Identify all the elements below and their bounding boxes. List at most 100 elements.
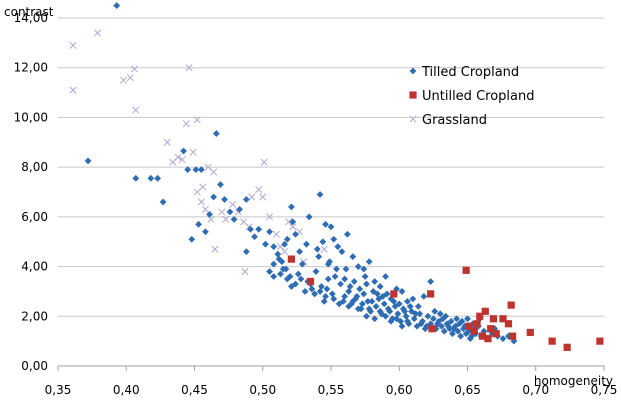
data-point bbox=[201, 205, 209, 213]
y-tick-label: 8,00 bbox=[21, 160, 48, 174]
data-point bbox=[365, 258, 373, 265]
data-point bbox=[294, 270, 302, 278]
y-tick-label: 2,00 bbox=[21, 309, 48, 323]
data-point bbox=[197, 166, 205, 174]
data-point bbox=[315, 253, 323, 261]
data-point bbox=[210, 193, 218, 201]
data-point bbox=[379, 293, 387, 300]
data-point bbox=[189, 148, 197, 156]
data-point bbox=[206, 210, 213, 218]
x-tick-label: 0,55 bbox=[318, 383, 345, 397]
data-point bbox=[358, 300, 366, 308]
data-point bbox=[199, 183, 207, 191]
data-point bbox=[465, 322, 473, 330]
data-point bbox=[431, 307, 439, 315]
data-point bbox=[429, 315, 437, 323]
data-point bbox=[207, 215, 215, 223]
data-point bbox=[229, 200, 237, 208]
data-point bbox=[270, 273, 278, 280]
legend-label: Tilled Cropland bbox=[421, 65, 519, 80]
data-point bbox=[382, 312, 389, 320]
data-point bbox=[286, 273, 294, 280]
data-point bbox=[398, 288, 406, 295]
y-tick-label: 0,00 bbox=[21, 359, 48, 373]
data-point bbox=[318, 283, 325, 290]
data-point bbox=[270, 243, 278, 251]
data-point bbox=[394, 310, 402, 318]
data-point bbox=[337, 280, 344, 288]
data-point bbox=[374, 290, 381, 298]
x-tick-label: 0,45 bbox=[181, 383, 208, 397]
data-point bbox=[217, 181, 224, 188]
data-point bbox=[296, 248, 304, 256]
data-marks bbox=[69, 2, 604, 351]
data-point bbox=[499, 335, 507, 343]
data-point bbox=[343, 230, 351, 238]
data-point bbox=[334, 243, 342, 251]
data-point bbox=[487, 325, 495, 333]
data-point bbox=[369, 288, 377, 295]
data-point bbox=[328, 290, 336, 298]
data-point bbox=[345, 302, 353, 310]
data-point bbox=[192, 166, 200, 174]
data-point bbox=[316, 288, 324, 295]
data-point bbox=[285, 218, 293, 226]
data-point bbox=[324, 260, 332, 268]
data-point bbox=[312, 268, 320, 275]
data-point bbox=[390, 297, 398, 305]
data-point bbox=[323, 285, 331, 293]
data-point bbox=[390, 290, 398, 298]
x-tick-label: 0,70 bbox=[522, 383, 549, 397]
data-point bbox=[331, 273, 339, 280]
data-point bbox=[289, 218, 297, 226]
data-point bbox=[364, 297, 372, 305]
data-point bbox=[365, 305, 373, 313]
data-point bbox=[406, 302, 414, 310]
data-point bbox=[320, 245, 328, 253]
data-point bbox=[417, 320, 425, 328]
data-point bbox=[427, 290, 435, 298]
data-point bbox=[275, 255, 283, 263]
data-point bbox=[180, 147, 187, 155]
data-point bbox=[563, 343, 571, 351]
data-point bbox=[410, 315, 418, 323]
data-point bbox=[436, 310, 444, 318]
data-point bbox=[182, 120, 190, 128]
data-point bbox=[384, 305, 392, 313]
data-point bbox=[301, 288, 309, 295]
data-point bbox=[292, 280, 299, 288]
x-tick-label: 0,35 bbox=[45, 383, 72, 397]
data-point bbox=[218, 208, 226, 216]
data-point bbox=[159, 198, 167, 206]
data-point bbox=[255, 225, 263, 233]
data-point bbox=[432, 325, 440, 333]
data-point bbox=[298, 260, 306, 268]
data-point bbox=[412, 310, 420, 318]
data-point bbox=[382, 273, 389, 280]
data-point bbox=[371, 315, 379, 323]
data-point bbox=[222, 215, 230, 223]
data-point bbox=[361, 273, 369, 280]
legend-marker bbox=[409, 67, 417, 75]
data-point bbox=[154, 174, 162, 182]
data-point bbox=[132, 174, 140, 182]
data-point bbox=[193, 116, 201, 124]
data-point bbox=[174, 153, 182, 161]
data-point bbox=[184, 166, 192, 174]
data-point bbox=[289, 223, 297, 231]
data-point bbox=[386, 307, 394, 315]
data-point bbox=[333, 265, 340, 273]
data-point bbox=[393, 315, 400, 323]
data-point bbox=[395, 300, 403, 308]
data-point bbox=[303, 240, 310, 248]
data-point bbox=[438, 322, 445, 330]
data-point bbox=[504, 320, 513, 328]
data-point bbox=[476, 312, 484, 320]
data-point bbox=[405, 320, 413, 328]
data-point bbox=[481, 307, 489, 315]
x-tick-label: 0,65 bbox=[454, 383, 481, 397]
data-point bbox=[462, 266, 470, 274]
data-point bbox=[272, 230, 280, 238]
data-point bbox=[363, 312, 370, 320]
data-point bbox=[335, 300, 343, 308]
